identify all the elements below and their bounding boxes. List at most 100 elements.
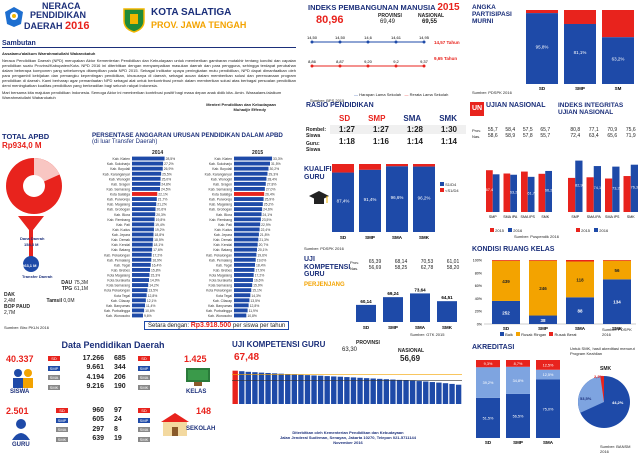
persentase-region-label: Kab. Purworejo bbox=[209, 198, 232, 202]
un-bar-label: 66,2 bbox=[545, 188, 552, 192]
kondisi-tick-label: 20% bbox=[475, 310, 483, 314]
apm-category-label: SMP bbox=[575, 86, 585, 91]
persentase-value-label: 12,8% bbox=[148, 294, 158, 298]
ukg-bar-label: 60,14 bbox=[360, 299, 372, 304]
persentase-bar bbox=[234, 262, 256, 267]
kelas-items: 685 SD 344 SMP 206 SMA 190 SMK bbox=[114, 354, 150, 392]
persentase-region-label: Kab. Boyolali bbox=[110, 167, 130, 171]
classroom-icon bbox=[186, 368, 210, 386]
persentase-bar bbox=[132, 222, 155, 227]
persentase-bar bbox=[132, 257, 152, 262]
un-bar-label: 67,4 bbox=[486, 188, 493, 192]
persentase-value-label: 10,8% bbox=[247, 314, 257, 318]
iiun-nas-values: 72,4 63,4 65,6 71,9 bbox=[570, 133, 636, 139]
persentase-region-label: Kab. Pemalang bbox=[209, 258, 232, 262]
akreditasi-category-label: SD bbox=[485, 440, 492, 445]
persentase-bar bbox=[132, 237, 154, 242]
persentase-bar bbox=[132, 288, 148, 293]
kualifikasi-bar-lt-s1 bbox=[413, 164, 435, 167]
persentase-bar bbox=[234, 242, 258, 247]
persentase-region-label: Kab. Karanganyar bbox=[205, 172, 233, 176]
kondisi-title: KONDISI RUANG KELAS bbox=[472, 246, 555, 253]
kondisi-bar-baik-label: 88 bbox=[577, 309, 583, 314]
persentase-bar bbox=[234, 257, 256, 262]
persentase-bar bbox=[234, 267, 255, 272]
persentase-bar bbox=[132, 262, 151, 267]
persentase-value-label: 18,8% bbox=[154, 233, 164, 237]
kondisi-bar-rusak-ringan-label: 118 bbox=[576, 277, 584, 282]
ukg-bar bbox=[410, 293, 430, 322]
un-bar-2016 bbox=[510, 174, 517, 212]
siswa-item: SMP 9.661 bbox=[48, 364, 104, 372]
guru-item: SMP 605 bbox=[56, 416, 104, 424]
persentase-value-label: 18,4% bbox=[256, 263, 266, 267]
ukg-prov-label: Prov. bbox=[350, 260, 360, 265]
persentase-value-label: 13,5% bbox=[148, 289, 158, 293]
persentase-bar bbox=[132, 171, 162, 176]
ukg-title: UJI KOMPETENSI GURU bbox=[304, 256, 351, 279]
persentase-value-label: 15,1% bbox=[252, 289, 262, 293]
kualifikasi-bar-s1 bbox=[386, 166, 408, 232]
rasio-r1-smk: 1:30 bbox=[440, 125, 457, 134]
kemdikbud-logo bbox=[5, 7, 23, 27]
akreditasi-bar-c bbox=[476, 360, 500, 368]
persentase-region-label: Kab. Pekalongan bbox=[206, 253, 232, 257]
kondisi-tick-label: 0% bbox=[477, 323, 483, 327]
persentase-value-label: 20,7% bbox=[259, 243, 269, 247]
persentase-region-label: Kota Pekalongan bbox=[206, 289, 232, 293]
ipm-prov-label: PROVINSI bbox=[378, 13, 402, 19]
persentase-bar bbox=[234, 166, 269, 171]
rasio-r1-sd: 1:27 bbox=[338, 125, 355, 134]
ukg-subtitle: PERJENJANG bbox=[304, 282, 345, 288]
akreditasi-bar-b-label: 39,2% bbox=[483, 381, 494, 385]
persentase-bar bbox=[234, 298, 250, 303]
persentase-value-label: 25,2% bbox=[264, 203, 274, 207]
persentase-value-label: 11,9% bbox=[249, 309, 258, 313]
akreditasi-smk-b: 53,5% bbox=[580, 396, 592, 401]
ukg2-bar bbox=[377, 378, 383, 404]
persentase-region-label: Kab. Wonogiri bbox=[109, 177, 130, 181]
ukg2-bar bbox=[436, 382, 442, 404]
persentase-value-label: 33,3% bbox=[273, 157, 283, 161]
akreditasi-bar-a bbox=[536, 379, 560, 438]
akreditasi-note: Untuk SMK, hasil akreditasi menurut Prog… bbox=[570, 346, 635, 356]
persentase-value-label: 14,3% bbox=[251, 294, 261, 298]
kualifikasi-bar-lt-s1 bbox=[332, 164, 354, 173]
kondisi-bar-rusak-ringan-label: 246 bbox=[539, 286, 547, 291]
ukg2-bar bbox=[271, 373, 278, 404]
persentase-value-label: 24,8% bbox=[161, 182, 171, 186]
apbd-title: TOTAL APBD bbox=[2, 132, 50, 141]
rasio-col-sma: SMA bbox=[403, 114, 422, 123]
persentase-value-label: 17,2% bbox=[153, 253, 163, 257]
ukg2-bar bbox=[311, 375, 317, 404]
kondisi-source: Sumber: PDSPK 2016 bbox=[602, 327, 632, 337]
iiun-title: INDEKS INTEGRITAS UJIAN NASIONAL bbox=[558, 102, 624, 117]
persentase-bar bbox=[234, 273, 254, 277]
siswa-items: SD 17.266 SMP 9.661 SMA 4.194 SMK 9.216 bbox=[48, 354, 104, 392]
ipm-point-label: 9,2 bbox=[393, 59, 399, 64]
kualifikasi-category-label: SD bbox=[340, 235, 347, 240]
persentase-region-label: Kota Semarang bbox=[208, 284, 232, 288]
ipm-title: INDEKS PEMBANGUNAN MANUSIA 2015 bbox=[308, 2, 460, 13]
apm-bar-chart: 95,8% SD 81,1% SMP 63,2% SM bbox=[526, 10, 634, 91]
persentase-value-label: 25,9% bbox=[265, 198, 275, 202]
rasio-table: SD SMP SMA SMK 1:27 1:27 1:28 1:30 1:18 … bbox=[330, 114, 466, 146]
ipm-point bbox=[310, 64, 314, 68]
persentase-region-label: Kab. Pekalongan bbox=[104, 253, 130, 257]
persentase-value-label: 27,0% bbox=[266, 187, 276, 191]
city-crest-icon bbox=[123, 8, 145, 33]
persentase-bar bbox=[132, 252, 152, 257]
kondisi-bar-baik-label: 252 bbox=[502, 310, 510, 315]
ukg2-bar bbox=[344, 377, 350, 404]
akreditasi-bar-c bbox=[506, 360, 530, 367]
ukg-nas-label: Nas. bbox=[350, 266, 359, 271]
kualifikasi-bar-lt-s1 bbox=[386, 164, 408, 167]
persentase-value-label: 9,6% bbox=[144, 314, 152, 318]
ipm-point-label: 8,87 bbox=[336, 59, 345, 64]
rasio-col-sd: SD bbox=[338, 114, 351, 123]
persentase-bar bbox=[234, 313, 247, 318]
ukg2-bar bbox=[403, 380, 409, 404]
akreditasi-bar-a bbox=[476, 397, 500, 438]
ukg2-bar bbox=[409, 380, 416, 404]
apbd-item: DAK bbox=[4, 292, 15, 298]
